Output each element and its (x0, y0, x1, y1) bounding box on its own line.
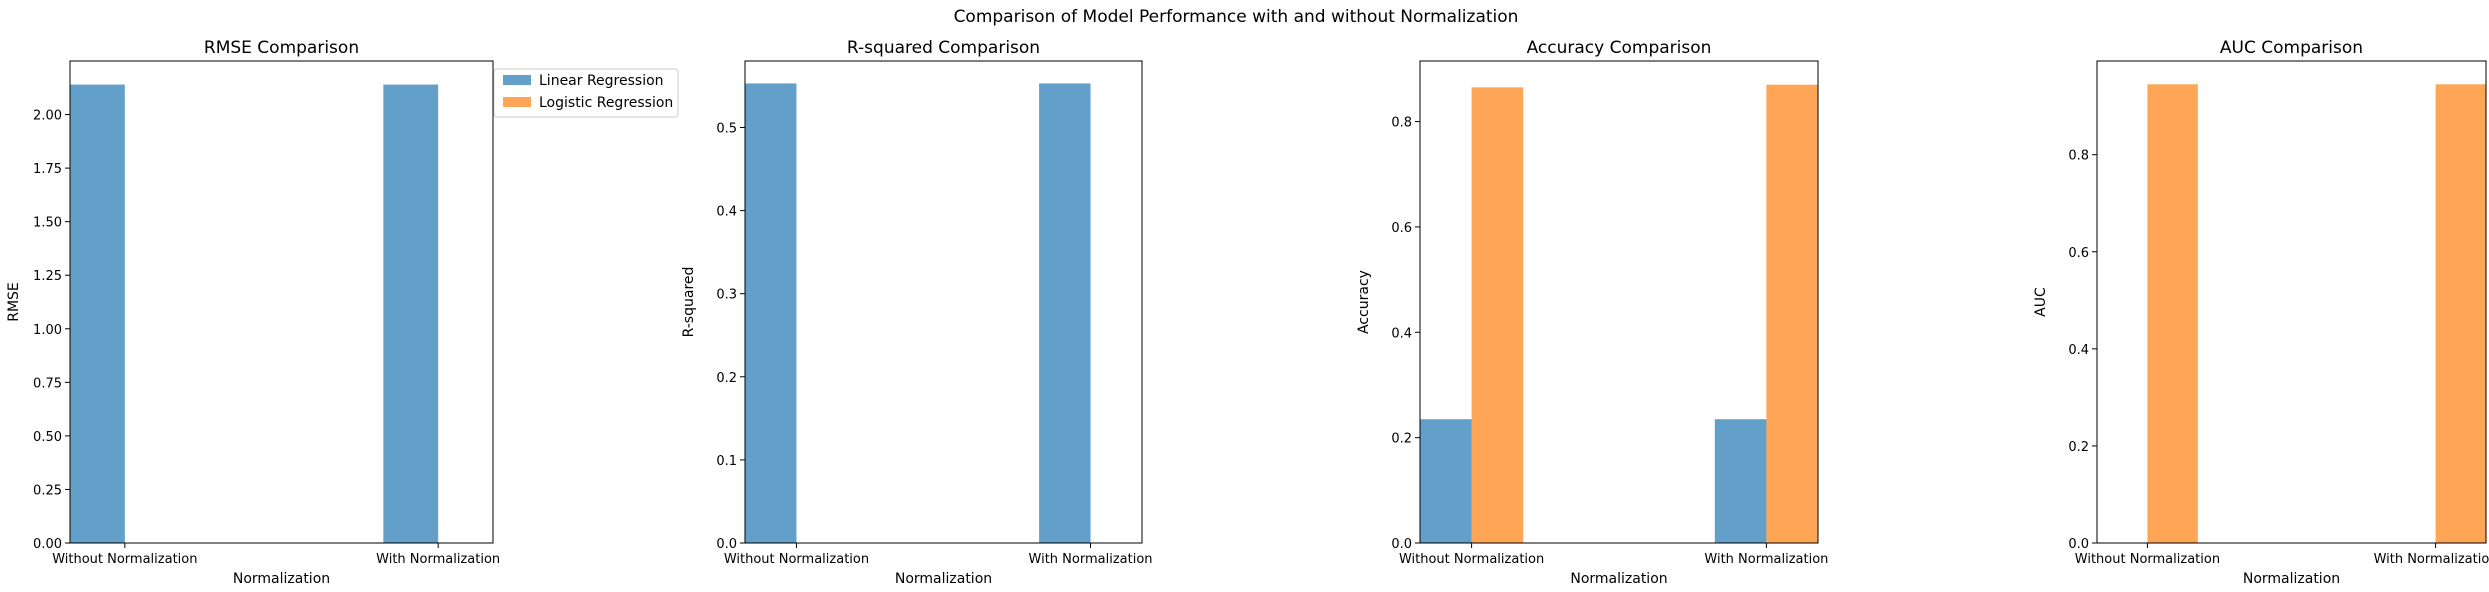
y-tick-label: 0.4 (716, 205, 737, 220)
y-tick-label: 0.1 (716, 454, 737, 469)
x-tick-label: With Normalization (1029, 552, 1153, 567)
y-tick-label: 0.3 (716, 288, 737, 303)
y-axis-label: RMSE (6, 282, 22, 322)
bar-logistic-without (2147, 84, 2198, 543)
legend-label-logistic: Logistic Regression (539, 95, 673, 111)
bar-linear-with (1039, 83, 1091, 543)
x-tick-label: Without Normalization (724, 552, 869, 567)
y-tick-label: 0.8 (1391, 116, 1412, 131)
y-tick-label: 1.75 (33, 162, 62, 177)
x-tick-label: Without Normalization (52, 552, 197, 567)
x-tick-label: Without Normalization (2075, 552, 2220, 567)
y-tick-label: 0.75 (33, 376, 62, 391)
y-tick-label: 0.2 (2068, 440, 2089, 455)
bar-linear-without (1420, 419, 1472, 543)
chart-panel-3: 0.0 0.2 0.4 0.6 0.8 Without Normalization With… (1356, 38, 1828, 587)
y-tick-label: 0.0 (1391, 537, 1412, 552)
y-tick-label: 0.4 (2068, 343, 2089, 358)
y-tick-label: 0.0 (2068, 537, 2089, 552)
bar-logistic-with (2435, 84, 2486, 543)
plot-frame (744, 60, 1143, 544)
plot-frame (69, 60, 494, 544)
panel-title: AUC Comparison (2220, 38, 2363, 58)
panel-title: Accuracy Comparison (1527, 38, 1712, 58)
x-tick-label: With Normalization (376, 552, 500, 567)
y-tick-label: 0.6 (2068, 246, 2089, 261)
bar-linear-without (745, 83, 797, 543)
y-tick-label: 1.50 (33, 216, 62, 231)
x-axis-label: Normalization (233, 571, 330, 587)
bar-linear-with (1714, 419, 1767, 543)
legend-swatch-logistic (503, 97, 531, 107)
legend-frame (493, 68, 679, 118)
legend-label-linear: Linear Regression (539, 73, 664, 89)
y-tick-label: 0.0 (716, 537, 737, 552)
x-tick-label: With Normalization (2374, 552, 2489, 567)
x-tick-label: With Normalization (1704, 552, 1828, 567)
y-tick-label: 0.8 (2068, 149, 2089, 164)
chart-panel-2: 0.0 0.1 0.2 0.3 0.4 0.5 Without Normalization W… (681, 38, 1153, 587)
y-tick-label: 0.2 (716, 371, 737, 386)
bar-logistic-without (1471, 87, 1524, 543)
y-tick-label: 0.5 (716, 121, 737, 136)
legend: Linear Regression Logistic Regression (493, 68, 679, 118)
figure-title: Comparison of Model Performance with and… (954, 7, 1519, 27)
panel-title: RMSE Comparison (204, 38, 359, 58)
x-axis-label: Normalization (1570, 571, 1667, 587)
y-tick-label: 1.00 (33, 323, 62, 338)
bar-linear-with (383, 84, 439, 543)
plot-frame (1419, 60, 1819, 544)
y-tick-label: 0.2 (1391, 432, 1412, 447)
y-axis-label: Accuracy (1356, 270, 1372, 334)
chart-panel-1: 0.00 0.25 0.50 0.75 1.00 1.25 1.50 1.75 2.00 With… (6, 38, 500, 587)
x-axis-label: Normalization (2243, 571, 2340, 587)
x-tick-label: Without Normalization (1399, 552, 1544, 567)
y-tick-label: 0.00 (33, 537, 62, 552)
x-axis-label: Normalization (895, 571, 992, 587)
y-tick-label: 0.4 (1391, 326, 1412, 341)
y-tick-label: 0.25 (33, 483, 62, 498)
y-axis-label: R-squared (681, 267, 697, 338)
y-tick-label: 0.50 (33, 430, 62, 445)
bar-logistic-with (1766, 84, 1818, 543)
y-tick-label: 0.6 (1391, 221, 1412, 236)
y-axis-label: AUC (2033, 287, 2049, 317)
panel-title: R-squared Comparison (847, 38, 1040, 58)
bar-linear-without (70, 84, 125, 543)
y-tick-label: 1.25 (33, 269, 62, 284)
plot-frame (2096, 60, 2487, 544)
chart-panels: 0.00 0.25 0.50 0.75 1.00 1.25 1.50 1.75 2.00 With… (6, 38, 2489, 587)
legend-swatch-linear (503, 75, 531, 85)
chart-panel-4: 0.0 0.2 0.4 0.6 0.8 Without Normalization With… (2033, 38, 2489, 587)
y-tick-label: 2.00 (33, 109, 62, 124)
